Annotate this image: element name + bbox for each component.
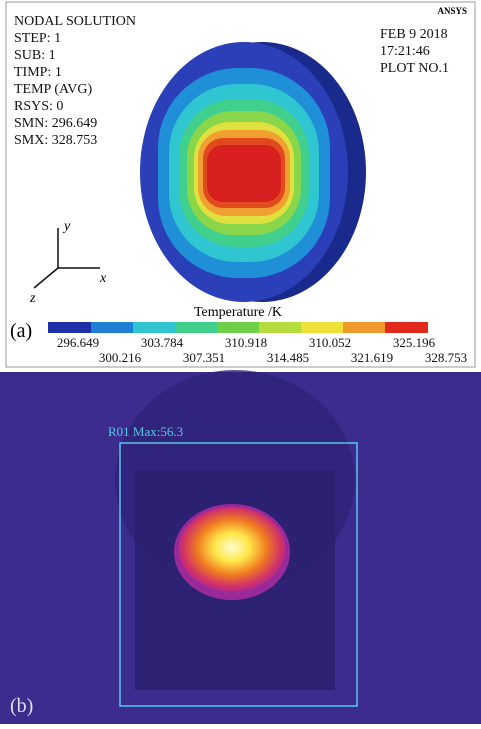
- info-line: TIMP: 1: [14, 65, 62, 80]
- colorbar-label: 303.784: [141, 335, 184, 350]
- info-line: STEP: 1: [14, 31, 61, 46]
- colorbar-band: [48, 322, 91, 333]
- colorbar-band: [217, 322, 259, 333]
- axis-label: x: [99, 271, 107, 286]
- logo: ANSYS: [437, 6, 467, 16]
- info-line: RSYS: 0: [14, 99, 63, 114]
- panel-label: (a): [10, 320, 32, 342]
- colorbar-label: 310.918: [225, 335, 267, 350]
- panel-b: R01 Max:56.3 (b): [0, 370, 481, 724]
- disc: [140, 42, 366, 302]
- colorbar-band: [91, 322, 133, 333]
- date-line: 17:21:46: [380, 44, 430, 59]
- axis-arrow: [33, 267, 59, 289]
- colorbar-band: [259, 322, 301, 333]
- colorbar-label: 325.196: [393, 335, 436, 350]
- colorbar-label: 328.753: [425, 350, 467, 365]
- hot-spot: [179, 507, 285, 591]
- info-block: NODAL SOLUTION STEP: 1 SUB: 1 TIMP: 1 TE…: [14, 14, 136, 148]
- colorbar-band: [175, 322, 217, 333]
- colorbar-band: [301, 322, 343, 333]
- roi-label: R01 Max:56.3: [108, 424, 183, 439]
- panel-a: NODAL SOLUTION STEP: 1 SUB: 1 TIMP: 1 TE…: [5, 1, 476, 368]
- panel-label: (b): [10, 695, 33, 717]
- date-line: FEB 9 2018: [380, 27, 448, 42]
- info-line: TEMP (AVG): [14, 82, 93, 97]
- info-line: SMX: 328.753: [14, 133, 97, 148]
- colorbar-label: 310.052: [309, 335, 351, 350]
- axis-label: y: [62, 219, 71, 234]
- colorbar: [48, 322, 428, 333]
- info-line: NODAL SOLUTION: [14, 14, 136, 29]
- triad: [33, 228, 100, 289]
- info-line: SUB: 1: [14, 48, 56, 63]
- colorbar-label: 296.649: [57, 335, 99, 350]
- axis-label: z: [29, 291, 36, 306]
- colorbar-title: Temperature /K: [194, 305, 282, 320]
- colorbar-label: 321.619: [351, 350, 393, 365]
- contour: [207, 145, 281, 202]
- roi-box: [119, 442, 358, 707]
- colorbar-band: [343, 322, 385, 333]
- colorbar-label: 314.485: [267, 350, 309, 365]
- colorbar-band: [133, 322, 175, 333]
- colorbar-band: [385, 322, 428, 333]
- info-line: SMN: 296.649: [14, 116, 97, 131]
- date-line: PLOT NO.1: [380, 61, 449, 76]
- colorbar-label: 307.351: [183, 350, 225, 365]
- colorbar-label: 300.216: [99, 350, 142, 365]
